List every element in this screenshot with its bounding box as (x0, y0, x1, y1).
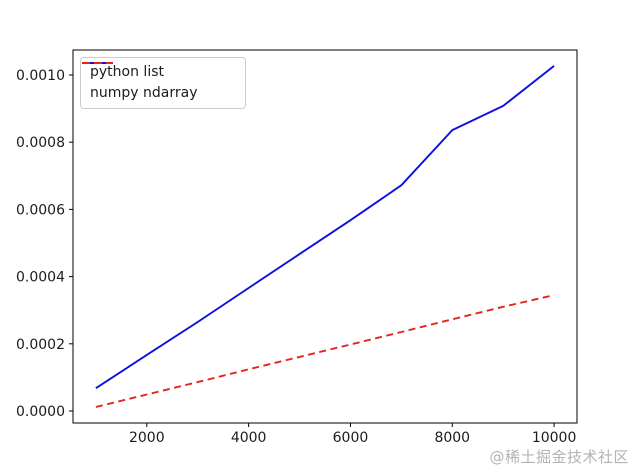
legend-label: python list (90, 64, 164, 80)
y-tick-label: 0.0000 (16, 404, 65, 420)
y-axis-ticks: 0.0000 0.0002 0.0004 0.0006 0.0008 0.0010 (16, 68, 73, 420)
x-tick-label: 10000 (532, 430, 577, 446)
x-tick-label: 6000 (333, 430, 369, 446)
legend-entry: numpy ndarray (82, 62, 236, 102)
legend: python list numpy ndarray (80, 57, 246, 109)
legend-label: numpy ndarray (90, 85, 198, 101)
y-tick-label: 0.0004 (16, 270, 65, 286)
legend-dashed-line-icon (82, 62, 113, 64)
plot-area-border (72, 49, 578, 424)
x-axis-ticks: 2000 4000 6000 8000 10000 (129, 423, 576, 446)
x-tick-label: 8000 (434, 430, 470, 446)
x-tick-label: 4000 (231, 430, 267, 446)
watermark: @稀土掘金技术社区 (489, 448, 629, 466)
y-tick-label: 0.0008 (16, 135, 65, 151)
series-line-numpy-ndarray (95, 294, 555, 408)
series-lines (95, 65, 555, 408)
series-line-python-list (95, 65, 555, 389)
y-tick-label: 0.0002 (16, 337, 65, 353)
y-tick-label: 0.0006 (16, 202, 65, 218)
x-tick-label: 2000 (129, 430, 165, 446)
y-tick-label: 0.0010 (16, 68, 65, 84)
